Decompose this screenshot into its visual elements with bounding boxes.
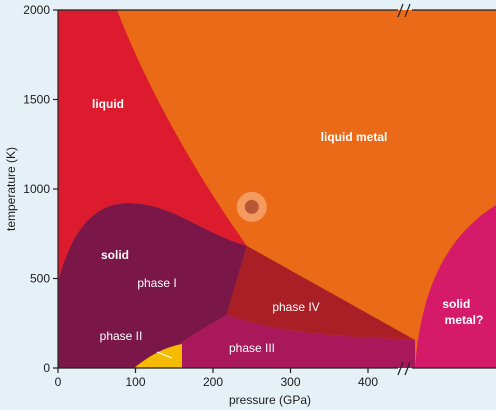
y-tick-label: 500 [30,272,50,286]
y-axis-ticks: 0 500 1000 1500 2000 [23,3,58,375]
phase-iii-region [148,315,415,368]
x-tick-label: 0 [55,375,62,389]
x-axis-label: pressure (GPa) [229,393,311,407]
x-tick-label: 200 [203,375,223,389]
y-tick-label: 0 [43,361,50,375]
y-tick-label: 1000 [23,182,50,196]
axis-break-markers [397,3,411,376]
x-tick-label: 400 [358,375,378,389]
x-axis-ticks: 0 100 200 300 400 [55,368,378,389]
label-liquid-metal: liquid metal [321,130,388,144]
label-phase-i: phase I [137,276,176,290]
label-solid: solid [101,248,129,262]
phase-ii-leader-line [156,351,173,359]
phase-iv-region [227,246,415,340]
solid-metal-region [415,205,496,368]
label-phase-iii: phase III [229,341,275,355]
bottom-break-slash-2 [404,361,411,376]
x-tick-label: 300 [280,375,300,389]
plot-area: liquid liquid metal solid phase I phase … [58,10,496,368]
y-tick-label: 1500 [23,93,50,107]
top-break-slash-2 [404,3,411,18]
liquid-region [58,10,247,282]
label-phase-iv: phase IV [272,300,319,314]
marker-dot [244,199,259,214]
x-tick-label: 100 [125,375,145,389]
label-phase-ii: phase II [100,329,143,343]
label-liquid: liquid [92,97,124,111]
phase-ii-region [134,344,182,368]
bottom-break-slash-1 [397,361,404,376]
y-axis-label: temperature (K) [4,147,18,231]
y-tick-label: 2000 [23,3,50,17]
solid-phase-i-region [58,202,247,368]
label-solid-metal: solid metal? [442,297,483,327]
top-break-slash-1 [397,3,404,18]
